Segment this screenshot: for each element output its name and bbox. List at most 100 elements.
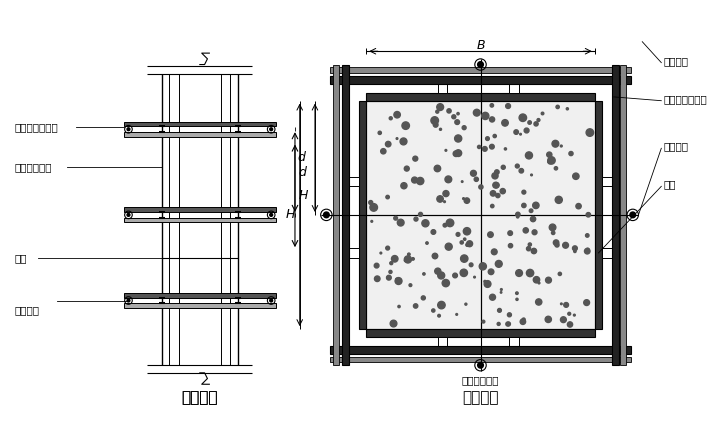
Circle shape — [387, 275, 391, 280]
Circle shape — [492, 173, 498, 179]
Bar — [602, 248, 612, 258]
Circle shape — [482, 147, 487, 151]
Circle shape — [402, 122, 409, 129]
Text: d: d — [298, 151, 305, 164]
Circle shape — [470, 170, 477, 176]
Circle shape — [466, 244, 469, 246]
Circle shape — [549, 224, 556, 231]
Circle shape — [555, 243, 559, 247]
Circle shape — [494, 183, 499, 188]
Circle shape — [389, 270, 392, 273]
Circle shape — [394, 111, 400, 118]
Circle shape — [573, 246, 578, 251]
Circle shape — [438, 314, 440, 317]
Circle shape — [478, 363, 484, 368]
Circle shape — [396, 278, 398, 280]
Circle shape — [445, 150, 447, 151]
Circle shape — [380, 252, 382, 254]
Circle shape — [434, 165, 440, 172]
Circle shape — [404, 166, 409, 171]
Circle shape — [546, 277, 551, 283]
Circle shape — [530, 216, 536, 222]
Circle shape — [517, 216, 519, 218]
Circle shape — [387, 277, 390, 280]
Circle shape — [584, 300, 590, 306]
Circle shape — [481, 112, 489, 119]
Text: 对拉螺栓: 对拉螺栓 — [663, 142, 688, 151]
Circle shape — [548, 159, 552, 164]
Circle shape — [432, 309, 435, 312]
Circle shape — [538, 282, 540, 284]
Bar — [358, 101, 366, 329]
Circle shape — [567, 322, 573, 327]
Circle shape — [491, 191, 496, 196]
Circle shape — [464, 238, 466, 241]
Circle shape — [455, 150, 462, 156]
Circle shape — [474, 177, 479, 181]
Bar — [349, 177, 358, 186]
Circle shape — [548, 157, 555, 164]
Circle shape — [585, 234, 589, 237]
Circle shape — [586, 248, 590, 252]
Circle shape — [491, 249, 497, 255]
Circle shape — [422, 220, 429, 227]
Circle shape — [484, 280, 491, 287]
Circle shape — [378, 131, 381, 134]
Circle shape — [456, 232, 460, 236]
Circle shape — [555, 196, 562, 204]
Circle shape — [489, 294, 496, 300]
Circle shape — [390, 320, 397, 327]
Circle shape — [507, 322, 510, 326]
Circle shape — [508, 313, 511, 317]
Circle shape — [530, 209, 533, 212]
Circle shape — [566, 108, 568, 110]
Circle shape — [532, 202, 539, 209]
Circle shape — [438, 272, 445, 279]
Circle shape — [495, 170, 499, 174]
Circle shape — [498, 309, 501, 312]
Bar — [124, 218, 276, 223]
Circle shape — [519, 114, 527, 122]
Text: d: d — [299, 166, 307, 178]
Circle shape — [411, 177, 418, 183]
Circle shape — [488, 232, 493, 238]
Circle shape — [506, 322, 510, 326]
Circle shape — [370, 204, 378, 211]
Text: H: H — [299, 190, 308, 202]
Circle shape — [559, 272, 561, 275]
Bar — [349, 248, 358, 258]
Circle shape — [536, 299, 542, 305]
Circle shape — [561, 145, 562, 147]
Bar — [612, 65, 619, 365]
Circle shape — [390, 117, 392, 120]
Circle shape — [573, 173, 579, 179]
Circle shape — [398, 306, 400, 308]
Text: 柱剖面图: 柱剖面图 — [462, 390, 498, 405]
Circle shape — [426, 242, 428, 244]
Circle shape — [552, 140, 559, 147]
Circle shape — [371, 221, 373, 222]
Circle shape — [464, 271, 467, 274]
Circle shape — [479, 263, 486, 270]
Bar — [124, 122, 276, 126]
Circle shape — [586, 129, 594, 136]
Text: 柱箍（圆钢管）: 柱箍（圆钢管） — [14, 122, 58, 132]
Circle shape — [462, 126, 466, 130]
Circle shape — [630, 212, 636, 218]
Bar — [366, 329, 595, 337]
Circle shape — [423, 273, 425, 275]
Circle shape — [464, 198, 469, 203]
Bar — [438, 337, 448, 346]
Circle shape — [508, 231, 513, 235]
Circle shape — [452, 273, 457, 278]
Bar — [509, 84, 518, 93]
Circle shape — [489, 269, 494, 275]
Circle shape — [493, 134, 496, 138]
Bar — [330, 346, 631, 354]
Circle shape — [409, 284, 411, 286]
Circle shape — [506, 104, 510, 108]
Circle shape — [515, 164, 519, 168]
Circle shape — [519, 169, 524, 173]
Circle shape — [433, 122, 438, 127]
Circle shape — [437, 196, 443, 202]
